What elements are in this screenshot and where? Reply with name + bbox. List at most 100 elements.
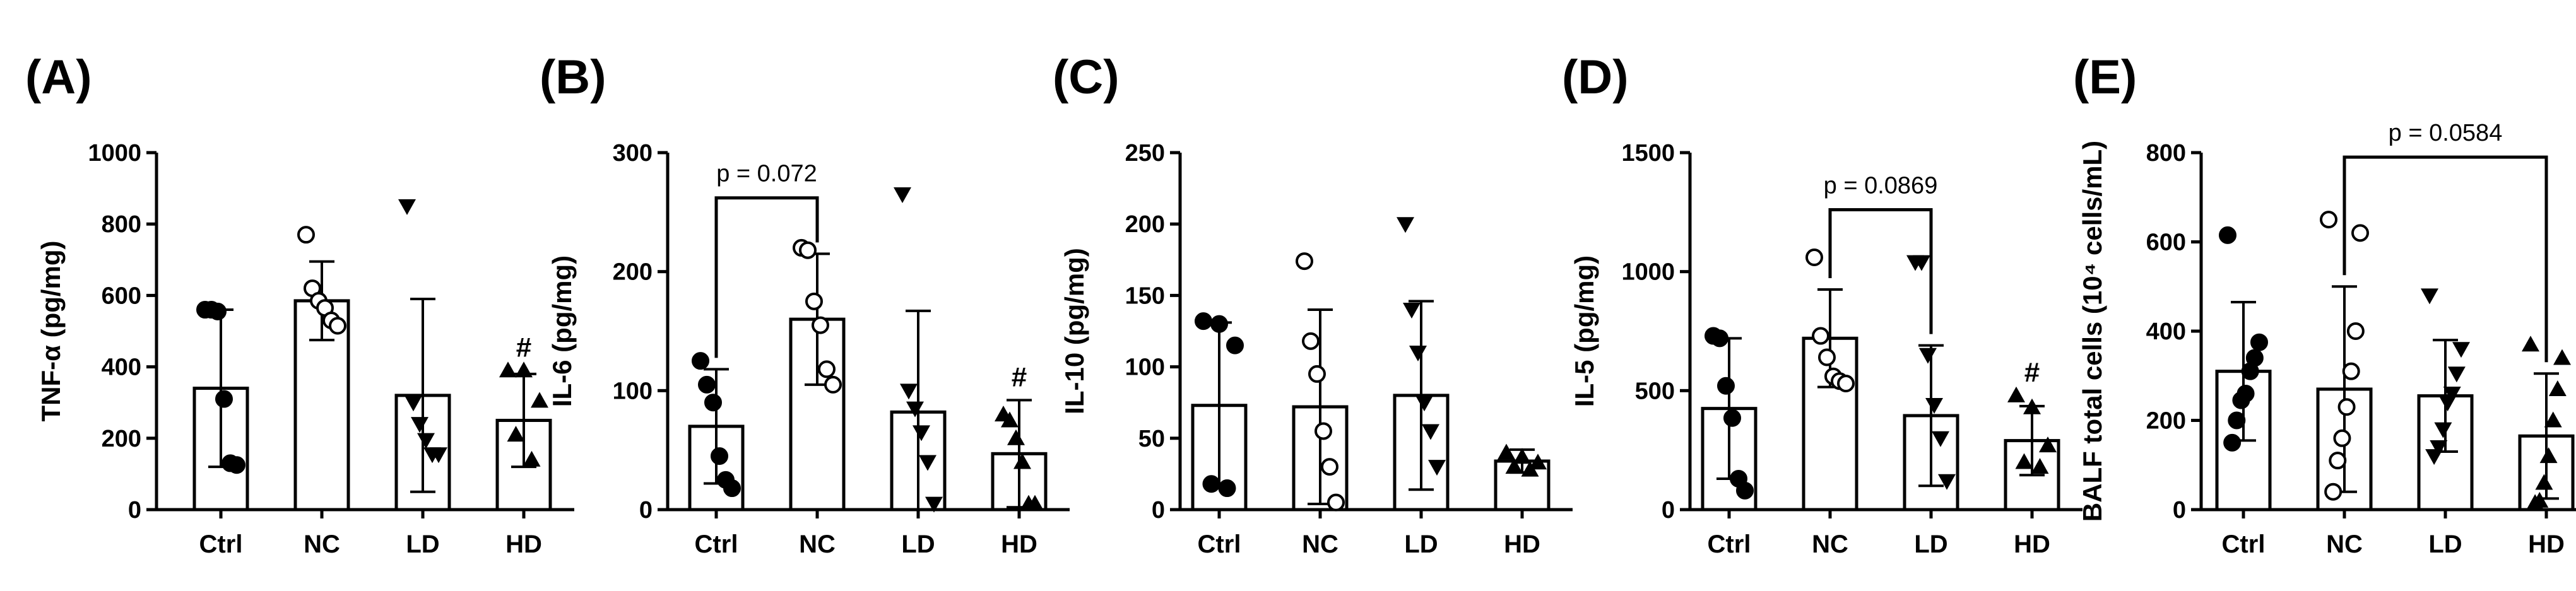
data-point bbox=[405, 395, 422, 412]
data-point bbox=[1736, 481, 1754, 500]
x-tick-label: Ctrl bbox=[695, 530, 738, 558]
data-point bbox=[1397, 217, 1414, 233]
y-axis-label: TNF-α (pg/mg) bbox=[36, 240, 66, 421]
data-point bbox=[1321, 458, 1338, 476]
x-tick-label: NC bbox=[2326, 530, 2363, 558]
data-point bbox=[2522, 336, 2539, 352]
data-point bbox=[398, 199, 416, 215]
data-point bbox=[2223, 433, 2242, 452]
data-point bbox=[2337, 398, 2356, 416]
data-point bbox=[818, 360, 836, 378]
x-tick-label: LD bbox=[1404, 530, 1438, 558]
comparison-bracket bbox=[1828, 208, 1933, 334]
data-point bbox=[1932, 431, 1949, 447]
data-point bbox=[1403, 303, 1421, 319]
data-point bbox=[692, 352, 709, 370]
data-point bbox=[2023, 398, 2041, 414]
data-point bbox=[1812, 327, 1829, 345]
data-point bbox=[723, 479, 741, 498]
data-point bbox=[1925, 397, 1943, 414]
y-tick-label: 0 bbox=[128, 497, 141, 524]
y-tick-label: 0 bbox=[2173, 497, 2186, 524]
data-point bbox=[1327, 493, 1345, 512]
x-tick-label: Ctrl bbox=[199, 530, 243, 558]
data-point bbox=[515, 361, 533, 378]
data-point bbox=[2548, 380, 2567, 396]
x-tick-label: NC bbox=[304, 530, 340, 558]
x-tick-label: HD bbox=[1001, 530, 1037, 558]
data-point bbox=[1422, 424, 1439, 440]
y-tick-label: 250 bbox=[1125, 140, 1165, 167]
y-tick-label: 1000 bbox=[1621, 259, 1675, 286]
data-point bbox=[1717, 377, 1735, 395]
data-point bbox=[1428, 460, 1446, 476]
data-point bbox=[1013, 453, 1031, 469]
data-point bbox=[2438, 395, 2457, 412]
comparison-bracket bbox=[2343, 155, 2548, 363]
x-tick-label: NC bbox=[1812, 530, 1848, 558]
data-point bbox=[297, 226, 315, 244]
data-point bbox=[523, 450, 541, 467]
data-point bbox=[824, 375, 842, 394]
data-point bbox=[1513, 448, 1531, 464]
data-point bbox=[2015, 453, 2033, 469]
x-tick-label: NC bbox=[1302, 530, 1338, 558]
comparison-bracket bbox=[714, 196, 819, 358]
y-axis-label: IL-6 (pg/mg) bbox=[547, 255, 577, 407]
data-point bbox=[2452, 342, 2470, 358]
y-tick-label: 200 bbox=[1125, 211, 1165, 238]
data-point bbox=[2539, 447, 2558, 464]
y-tick-label: 200 bbox=[2146, 408, 2186, 435]
data-point bbox=[2232, 391, 2250, 409]
panel-b: (B) IL-6 (pg/mg) 0 100 200 300 Ctrl NC LD HD # p = … bbox=[540, 50, 1070, 558]
data-point bbox=[2342, 362, 2360, 380]
x-tick-label: LD bbox=[406, 530, 439, 558]
significance-mark: # bbox=[2024, 357, 2040, 388]
data-point bbox=[2526, 494, 2544, 510]
y-tick-label: 1500 bbox=[1621, 140, 1675, 167]
data-point bbox=[900, 383, 918, 400]
data-point bbox=[1505, 458, 1523, 474]
data-point bbox=[329, 317, 346, 335]
x-tick-label: NC bbox=[799, 530, 836, 558]
data-point bbox=[1308, 365, 1326, 383]
data-point bbox=[1195, 312, 1212, 331]
y-tick-label: 400 bbox=[2146, 319, 2186, 345]
data-point bbox=[2333, 429, 2351, 447]
x-tick-label: LD bbox=[901, 530, 935, 558]
y-tick-label: 50 bbox=[1138, 426, 1165, 452]
y-tick-label: 1000 bbox=[88, 140, 141, 167]
data-point bbox=[704, 394, 722, 412]
panel-letter: (E) bbox=[2073, 50, 2137, 104]
data-point bbox=[2250, 333, 2268, 351]
data-point bbox=[1202, 475, 1220, 493]
p-value-label: p = 0.072 bbox=[716, 161, 817, 187]
y-tick-label: 0 bbox=[1662, 497, 1675, 524]
data-point bbox=[1007, 429, 1025, 445]
data-point bbox=[215, 390, 233, 408]
data-point bbox=[1919, 348, 1937, 364]
data-point bbox=[411, 417, 428, 433]
data-point bbox=[698, 375, 716, 394]
data-point bbox=[2535, 474, 2553, 490]
data-point bbox=[499, 361, 517, 378]
data-point bbox=[1711, 329, 1728, 348]
data-point bbox=[2553, 349, 2571, 365]
data-point bbox=[799, 241, 817, 259]
data-point bbox=[209, 302, 227, 320]
data-point bbox=[1210, 315, 1228, 333]
data-point bbox=[2544, 411, 2562, 428]
data-point bbox=[2007, 386, 2025, 402]
data-point bbox=[919, 455, 936, 471]
data-point bbox=[1296, 252, 1313, 271]
y-tick-label: 600 bbox=[102, 283, 141, 309]
x-tick-label: HD bbox=[2014, 530, 2050, 558]
data-point bbox=[1498, 443, 1515, 460]
data-point bbox=[1415, 395, 1433, 412]
panel-e: (E) BALF total cells (10⁴ cells/mL) 0 200 40… bbox=[2073, 50, 2576, 558]
data-point bbox=[711, 447, 728, 465]
data-point bbox=[1805, 249, 1823, 267]
panel-letter: (D) bbox=[1562, 50, 1629, 104]
